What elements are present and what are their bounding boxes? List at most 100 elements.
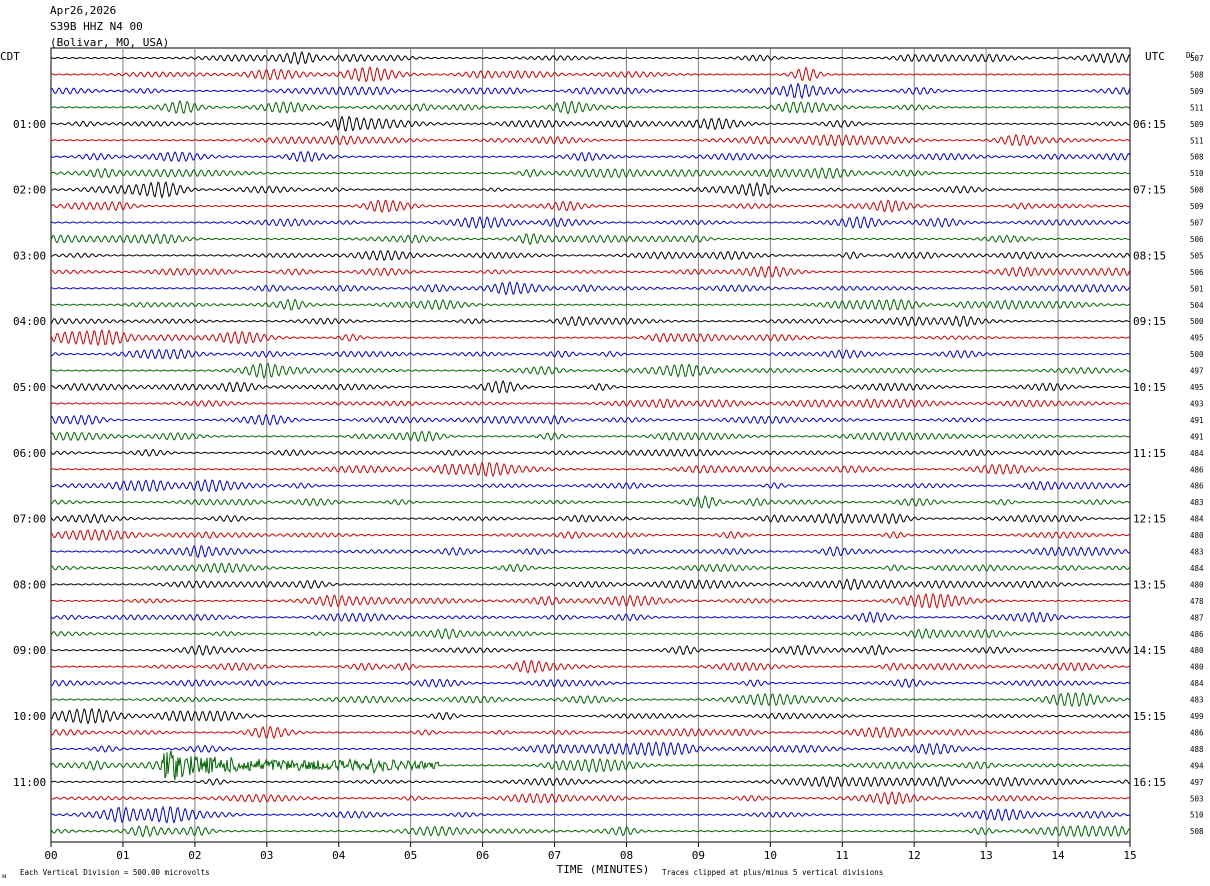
left-timezone-label: CDT [0,50,20,63]
trace-row [50,133,1131,147]
trace-row [50,362,1131,380]
dc-offset-label: 480 [1190,646,1204,655]
left-hour-label: 10:00 [13,710,46,723]
trace-row [50,233,1131,246]
dc-offset-label: 491 [1190,416,1204,425]
trace-row [50,181,1131,199]
left-hour-label: 06:00 [13,447,46,460]
trace-row [50,448,1131,457]
trace-row [50,398,1131,409]
trace-row [50,528,1131,542]
trace-row [50,707,1131,725]
x-tick-label: 06 [476,849,489,862]
trace-row [50,265,1131,279]
dc-offset-label: 509 [1190,202,1204,211]
dc-offset-label: 484 [1190,515,1204,524]
x-tick-label: 15 [1123,849,1136,862]
x-tick-label: 09 [692,849,705,862]
trace-row [50,379,1131,394]
dc-offset-label: 486 [1190,482,1204,491]
trace-row [50,199,1131,214]
dc-offset-label: 511 [1190,103,1204,112]
dc-offset-label: 486 [1190,728,1204,737]
left-hour-label: 02:00 [13,184,46,197]
dc-offset-label: 507 [1190,219,1204,228]
x-tick-label: 08 [620,849,633,862]
trace-row [50,329,1131,347]
left-hour-label: 05:00 [13,381,46,394]
trace-row [50,51,1131,66]
dc-offset-label: 500 [1190,317,1204,326]
dc-offset-label: 505 [1190,251,1204,260]
trace-row [50,166,1131,180]
dc-offset-label: 510 [1190,169,1204,178]
clip-note: Traces clipped at plus/minus 5 vertical … [662,868,883,877]
trace-row [50,99,1131,115]
dc-offset-label: 500 [1190,350,1204,359]
dc-offset-label: 509 [1190,120,1204,129]
trace-row [50,82,1131,100]
right-hour-label: 10:15 [1133,381,1166,394]
x-tick-label: 14 [1051,849,1065,862]
dc-offset-label: 480 [1190,580,1204,589]
dc-offset-label: 501 [1190,284,1204,293]
dc-offset-label: 483 [1190,696,1204,705]
right-hour-label: 08:15 [1133,249,1166,262]
x-tick-label: 01 [116,849,129,862]
trace-row [50,562,1131,574]
trace-row [50,315,1131,328]
plot-frame [50,47,1131,843]
trace-row [50,740,1131,757]
dc-offset-label: 508 [1190,827,1204,836]
trace-row [50,790,1131,806]
x-tick-label: 10 [764,849,777,862]
dc-offset-label: 511 [1190,136,1204,145]
x-tick-label: 11 [836,849,849,862]
x-tick-label: 03 [260,849,273,862]
dc-offset-label: 510 [1190,811,1204,820]
x-tick-label: 02 [188,849,201,862]
dc-offset-label: 483 [1190,498,1204,507]
dc-offset-label: 484 [1190,679,1204,688]
dc-header-label: DC [1186,51,1195,60]
left-hour-label: 07:00 [13,513,46,526]
trace-row [50,495,1131,509]
dc-offset-label: 508 [1190,186,1204,195]
trace-row [50,478,1131,493]
header-station: S39B HHZ N4 00 [50,20,143,33]
dc-offset-label: 508 [1190,70,1204,79]
left-hour-label: 08:00 [13,578,46,591]
trace-row [50,461,1131,478]
scale-note: Each Vertical Division = 500.00 microvol… [20,868,210,877]
trace-row [50,750,1131,781]
dc-offset-label: 508 [1190,153,1204,162]
dc-offset-label: 483 [1190,548,1204,557]
trace-row [50,691,1131,708]
trace-row [50,513,1131,525]
trace-row [50,659,1131,674]
trace-row [50,578,1131,591]
dc-offset-label: 495 [1190,383,1204,392]
right-hour-label: 15:15 [1133,710,1166,723]
x-tick-label: 05 [404,849,417,862]
trace-row [50,545,1131,559]
trace-row [50,628,1131,640]
header-date: Apr26,2026 [50,4,117,17]
corner-mark: ᴍ [2,872,7,880]
dc-offset-label: 486 [1190,465,1204,474]
x-tick-label: 00 [44,849,57,862]
trace-row [50,348,1131,360]
trace-row [50,775,1131,788]
dc-offset-label: 493 [1190,399,1204,408]
trace-row [50,150,1131,163]
trace-row [50,215,1131,229]
left-hour-label: 09:00 [13,644,46,657]
dc-offset-label: 499 [1190,712,1204,721]
trace-row [50,281,1131,296]
trace-row [50,592,1131,610]
right-hour-label: 07:15 [1133,184,1166,197]
trace-row [50,115,1131,132]
x-tick-label: 13 [980,849,993,862]
left-hour-label: 01:00 [13,118,46,131]
